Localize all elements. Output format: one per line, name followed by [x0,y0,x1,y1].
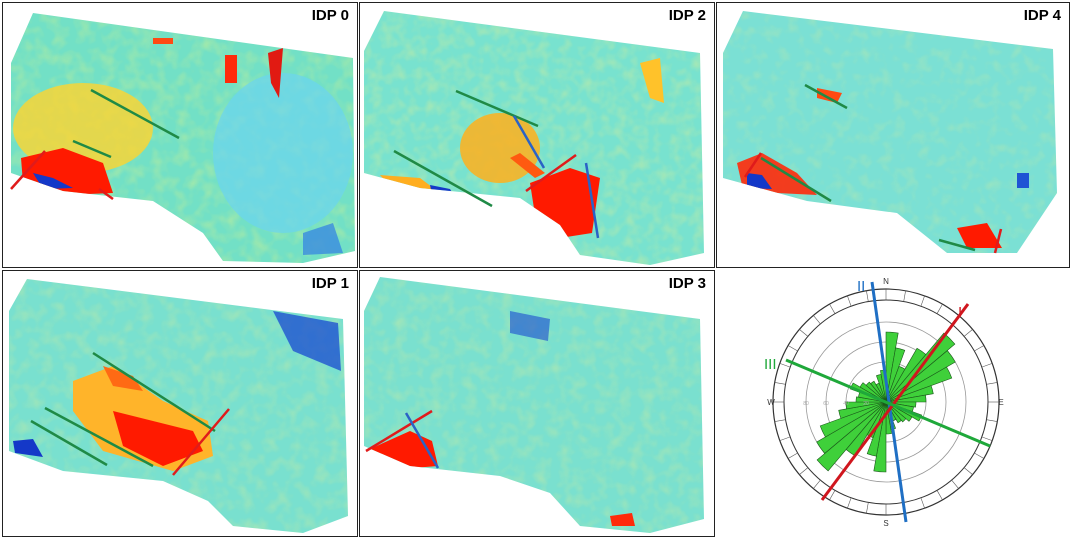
rose-petal [865,381,887,403]
idp4-map [723,11,1057,254]
compass-tick [963,329,973,337]
panel-idp1: IDP 1 [2,270,358,537]
green-fault-line [804,83,848,110]
idp3-map [364,277,704,533]
ring-label: 80 [803,401,809,407]
compass-tick [920,295,925,307]
panel-title: IDP 3 [668,275,706,292]
compass-tick [779,363,791,368]
compass-tick [986,382,998,385]
idp2-map [364,11,704,265]
compass-tick [787,452,798,459]
compass-tick [920,497,925,509]
green-fault-line [90,88,180,140]
green-fault-line [455,89,539,128]
idp1-map [9,279,348,533]
panel-title: IDP 0 [311,7,349,24]
idp0-map [10,13,355,263]
set-ii-label: II [857,278,866,295]
green-fault-line [92,351,216,433]
blue-fault-line [584,162,600,239]
red-fault-line [525,153,577,193]
compass-tick [866,290,869,302]
set-iii-label: III [764,356,777,373]
rose-petal [816,401,887,472]
rose-petal [838,401,887,419]
compass-tick [847,497,852,509]
compass-tick [903,290,906,302]
compass-tick [986,419,998,422]
ring-label: 40 [843,401,849,407]
compass-tick [799,329,809,337]
compass-tick [813,479,821,489]
compass-tick [779,436,791,441]
rose-petal [819,401,887,438]
compass-tick [829,303,836,314]
red-fault-line [98,187,114,201]
panel-idp0: IDP 0 [2,2,358,268]
compass-tick [963,467,973,475]
compass-tick [936,490,943,501]
compass-tick [974,345,985,352]
compass-n: N [883,277,889,286]
compass-tick [981,436,993,441]
compass-tick [813,315,821,325]
rose-diagram: N E S W 20 40 60 80 II I III [718,270,1072,539]
compass-tick [829,490,836,501]
set-i-line [820,303,970,501]
compass-tick [774,382,786,385]
green-fault-line [44,406,154,468]
green-fault-line [393,149,493,208]
rose-petal [870,380,887,403]
blue-fault-line [404,412,440,469]
compass-s: S [883,519,888,528]
set-i-label: I [958,304,963,321]
green-fault-line [760,156,832,203]
rose-petal [859,382,887,403]
rose-petal [845,401,887,410]
grid-ring [805,321,967,483]
red-fault-line [10,150,46,190]
compass-ticks [773,289,999,515]
blue-fault-line [512,115,546,169]
red-fault-line [172,408,230,476]
compass-tick [787,345,798,352]
compass-tick [981,363,993,368]
compass-e: E [998,398,1003,407]
panel-title: IDP 1 [311,275,349,292]
red-fault-line [743,152,763,178]
set-iii-line [785,358,991,448]
panel-title: IDP 4 [1023,7,1061,24]
compass-tick [799,467,809,475]
green-fault-line [938,238,976,252]
panel-idp3: IDP 3 [359,270,715,537]
compass-tick [774,419,786,422]
ring-label: 60 [823,401,829,407]
compass-w: W [767,398,775,407]
compass-tick [847,295,852,307]
red-fault-line [993,228,1003,254]
compass-tick [974,452,985,459]
panel-idp2: IDP 2 [359,2,715,268]
green-fault-line [72,139,112,159]
compass-tick [866,502,869,514]
compass-tick [936,303,943,314]
ring-label: 20 [863,401,869,407]
rose-diagram-svg: N E S W 20 40 60 80 [767,277,1003,528]
panel-idp4: IDP 4 [716,2,1070,268]
red-fault-line [365,409,433,453]
panel-title: IDP 2 [668,7,706,24]
compass-tick [951,479,959,489]
green-fault-line [30,419,108,467]
rose-petal [816,401,887,454]
